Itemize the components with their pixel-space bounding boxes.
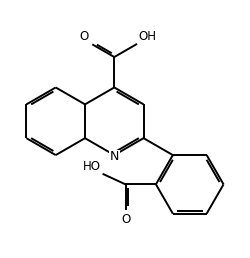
Text: O: O <box>79 30 88 43</box>
Text: HO: HO <box>83 160 101 173</box>
Text: O: O <box>121 213 130 226</box>
Text: N: N <box>110 150 119 163</box>
Text: OH: OH <box>138 30 156 43</box>
